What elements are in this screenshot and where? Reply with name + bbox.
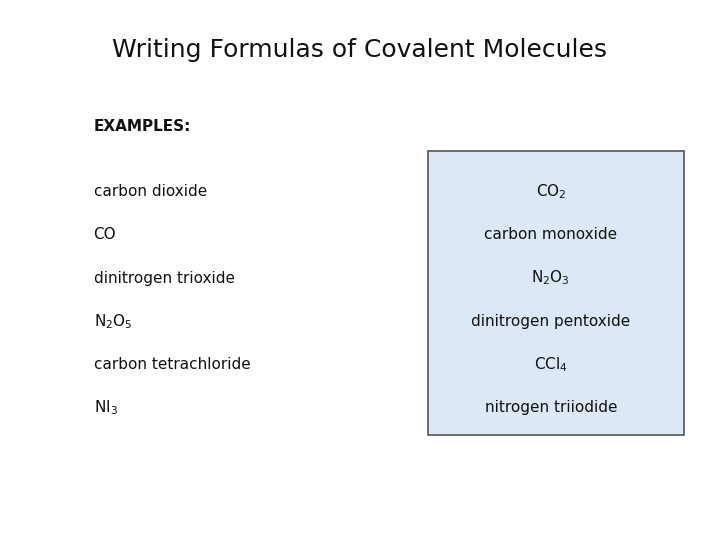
Text: Writing Formulas of Covalent Molecules: Writing Formulas of Covalent Molecules bbox=[112, 38, 608, 62]
Text: carbon dioxide: carbon dioxide bbox=[94, 184, 207, 199]
Text: carbon monoxide: carbon monoxide bbox=[485, 227, 617, 242]
Text: nitrogen triiodide: nitrogen triiodide bbox=[485, 400, 617, 415]
FancyBboxPatch shape bbox=[428, 151, 684, 435]
Text: dinitrogen pentoxide: dinitrogen pentoxide bbox=[471, 314, 631, 329]
Text: $\mathregular{CO_{2}}$: $\mathregular{CO_{2}}$ bbox=[536, 183, 566, 201]
Text: EXAMPLES:: EXAMPLES: bbox=[94, 119, 191, 134]
Text: $\mathregular{N_{2}O_{3}}$: $\mathregular{N_{2}O_{3}}$ bbox=[531, 269, 570, 287]
Text: $\mathregular{NI_{3}}$: $\mathregular{NI_{3}}$ bbox=[94, 399, 117, 417]
Text: $\mathregular{CCl_{4}}$: $\mathregular{CCl_{4}}$ bbox=[534, 355, 567, 374]
Text: dinitrogen trioxide: dinitrogen trioxide bbox=[94, 271, 235, 286]
Text: $\mathregular{N_{2}O_{5}}$: $\mathregular{N_{2}O_{5}}$ bbox=[94, 312, 132, 330]
Text: carbon tetrachloride: carbon tetrachloride bbox=[94, 357, 251, 372]
Text: CO: CO bbox=[94, 227, 116, 242]
